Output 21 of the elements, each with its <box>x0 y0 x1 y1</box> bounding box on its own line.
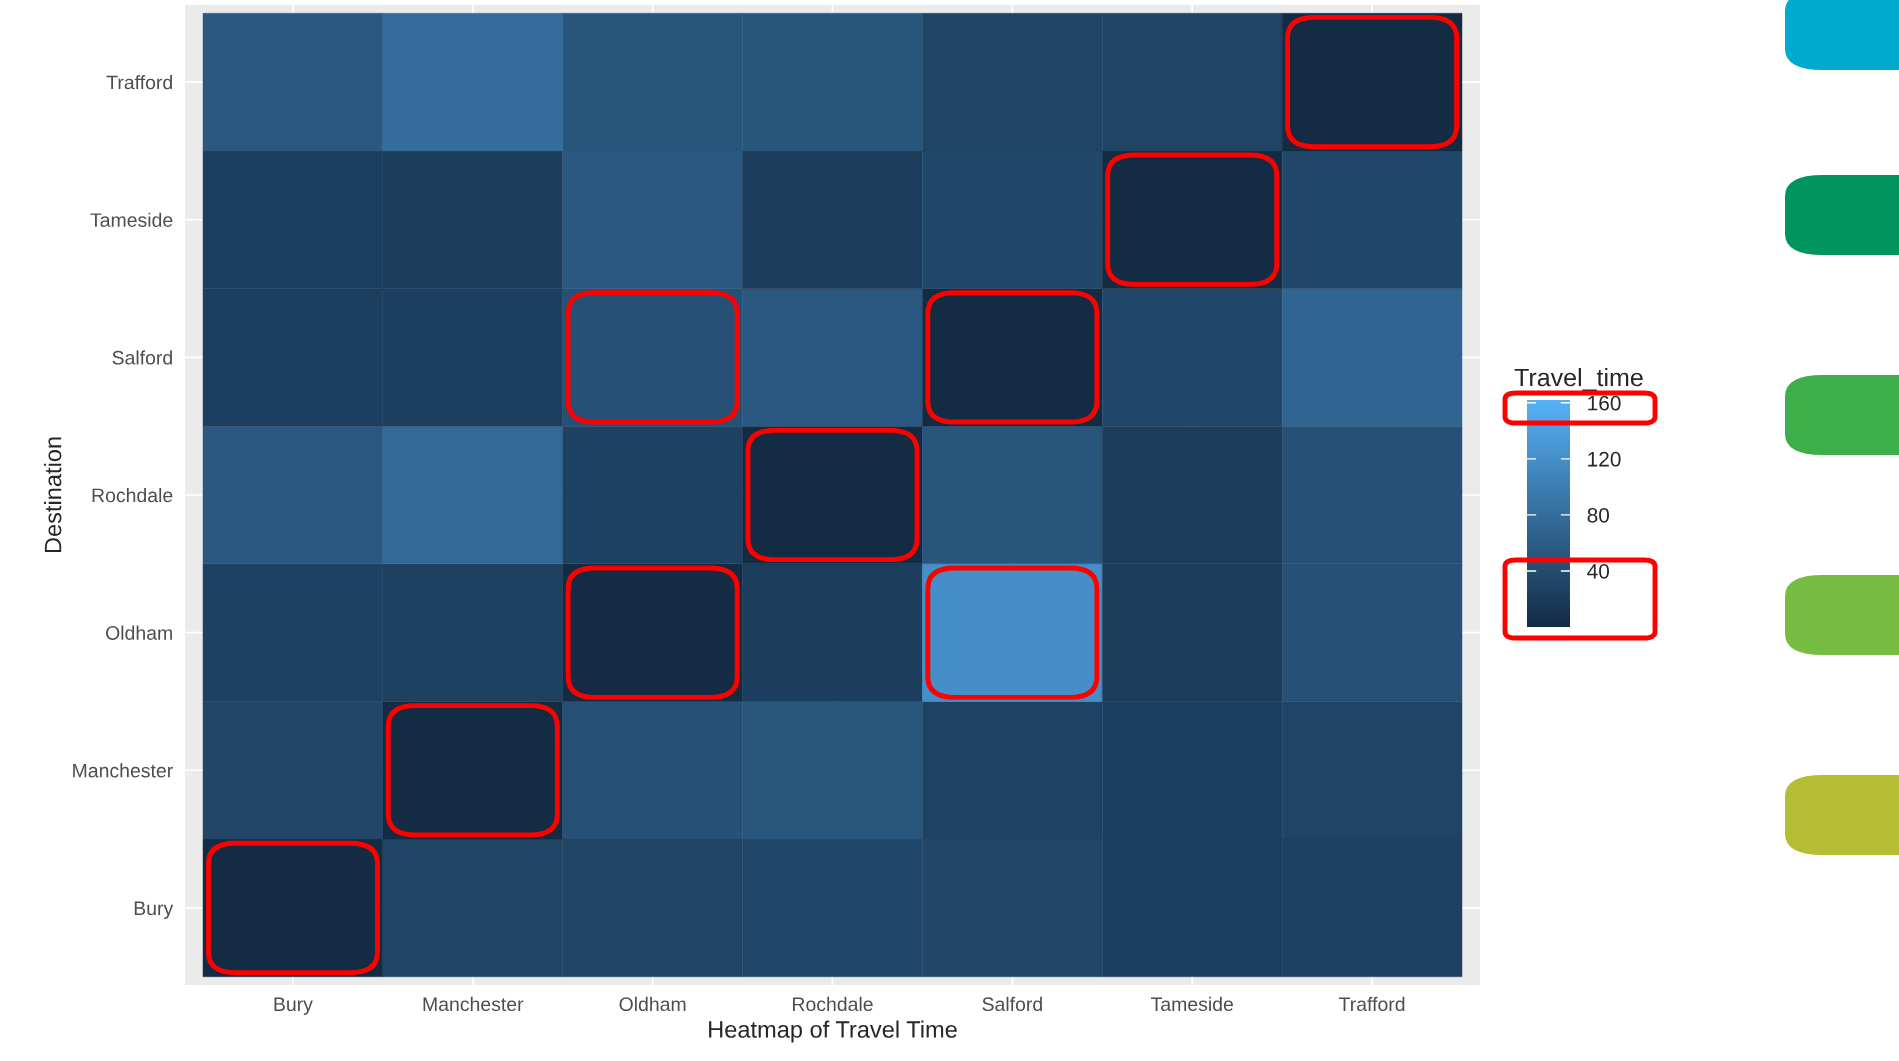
y-tick-label: Oldham <box>106 625 172 640</box>
color-bar-label: 120 <box>1588 451 1621 467</box>
x-tick-label: Trafford <box>1339 996 1405 1012</box>
y-tick-label: Rochdale <box>92 487 173 503</box>
color-bar-label: 80 <box>1587 507 1610 523</box>
x-tick-label: Tameside <box>1151 996 1233 1012</box>
y-tick-label: Bury <box>134 901 174 919</box>
color-bar-title: Travel_time <box>1514 367 1643 392</box>
color-bar-label: 160 <box>1588 395 1621 411</box>
x-tick-label: Manchester <box>423 996 524 1012</box>
y-tick-label: Tameside <box>90 212 173 227</box>
x-axis-title: Heatmap of Travel Time <box>709 1020 957 1043</box>
y-tick-label: Salford <box>112 350 172 365</box>
x-tick-label: Oldham <box>619 996 686 1012</box>
y-tick-label: Manchester <box>73 763 173 778</box>
x-tick-label: Salford <box>982 996 1042 1012</box>
x-tick-label: Bury <box>274 997 313 1015</box>
y-tick-label: Trafford <box>106 75 172 90</box>
y-axis-title: Destination <box>44 437 62 553</box>
x-tick-label: Rochdale <box>793 996 873 1012</box>
color-bar-label: 40 <box>1587 563 1610 579</box>
